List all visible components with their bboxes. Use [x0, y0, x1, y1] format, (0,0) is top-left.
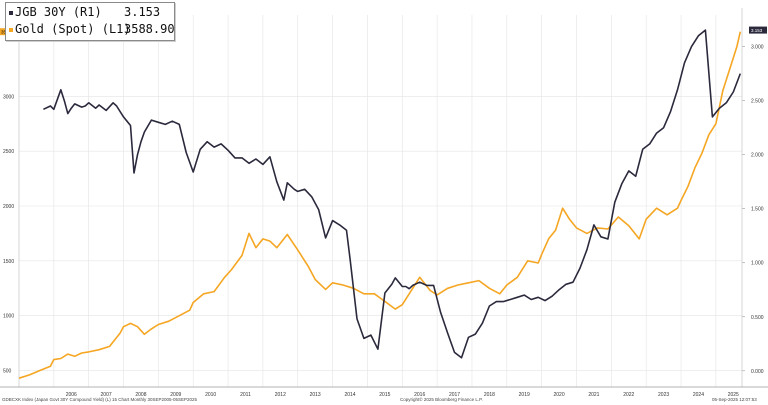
x-tick-label: 2020 — [554, 392, 565, 398]
x-tick-label: 2016 — [414, 392, 425, 398]
x-tick-label: 2007 — [101, 392, 112, 398]
x-tick-label: 2011 — [240, 392, 251, 398]
y-right-tick-label: 3.000 — [751, 45, 764, 51]
y-right-tick-label: 2.500 — [751, 99, 764, 105]
y-left-tick-label: 2500 — [3, 149, 14, 155]
x-tick-label: 2021 — [588, 392, 599, 398]
y-right-tick-label: 0.500 — [751, 315, 764, 321]
x-tick-label: 2017 — [449, 392, 460, 398]
x-tick-label: 2024 — [693, 392, 704, 398]
footer-source: GDBCXK Index (Japan Govt 30Y Compound Yi… — [2, 397, 198, 402]
legend-swatch-jgb — [9, 10, 13, 15]
y-left-tick-label: 500 — [3, 369, 12, 375]
legend-value-gold: 3588.90 — [124, 22, 175, 36]
axes: 2006 2007 2008 2009 2010 2011 2012 2013 2014 2015… — [0, 8, 768, 398]
x-tick-label: 2013 — [310, 392, 321, 398]
grid-lines — [19, 15, 742, 387]
x-tick-label: 2009 — [170, 392, 181, 398]
legend-label-gold: Gold (Spot) — [15, 22, 95, 36]
y-left-tick-label: 1000 — [3, 314, 14, 320]
x-tick-label: 2010 — [205, 392, 216, 398]
y-right-tick-label: 2.000 — [751, 153, 764, 159]
series-line-jgb — [43, 29, 742, 359]
y-left-tick-label: 1500 — [3, 259, 14, 265]
y-right-tick-label: 0.000 — [751, 369, 764, 375]
x-tick-label: 2019 — [519, 392, 530, 398]
series-layer — [18, 29, 742, 379]
tag-right-box — [749, 26, 767, 34]
tag-right-value: 3.153 — [751, 28, 763, 33]
series-line-gold — [18, 31, 742, 379]
x-tick-label: 2023 — [658, 392, 669, 398]
x-tick-label: 2012 — [275, 392, 286, 398]
y-right-tick-label: 1.500 — [751, 207, 764, 213]
x-tick-label: 2022 — [623, 392, 634, 398]
x-tick-label: 2008 — [135, 392, 146, 398]
legend: JGB 30Y (R1) 3.153 Gold (Spot) (L1) 3588.9… — [5, 2, 175, 41]
x-tick-label: 2015 — [379, 392, 390, 398]
legend-tag-gold: (L1) — [101, 22, 131, 36]
legend-label-jgb: JGB 30Y — [15, 5, 66, 19]
footer-copyright: Copyright© 2025 Bloomberg Finance L.P. — [400, 397, 483, 402]
legend-item-gold: Gold (Spot) (L1) 3588.90 — [9, 21, 175, 38]
y-right-tick-label: 1.000 — [751, 261, 764, 267]
x-tick-label: 2018 — [484, 392, 495, 398]
y-left-tick-label: 2000 — [3, 204, 14, 210]
legend-item-jgb: JGB 30Y (R1) 3.153 — [9, 4, 160, 21]
legend-value-jgb: 3.153 — [124, 5, 161, 19]
legend-tag-jgb: (R1) — [72, 5, 102, 19]
legend-swatch-gold — [9, 27, 13, 32]
x-tick-label: 2006 — [66, 392, 77, 398]
y-left-tick-label: 3000 — [3, 94, 14, 100]
footer-timestamp: 05-Sep-2025 12:07:53 — [712, 397, 757, 402]
x-tick-label: 2025 — [728, 392, 739, 398]
x-tick-label: 2014 — [344, 392, 355, 398]
